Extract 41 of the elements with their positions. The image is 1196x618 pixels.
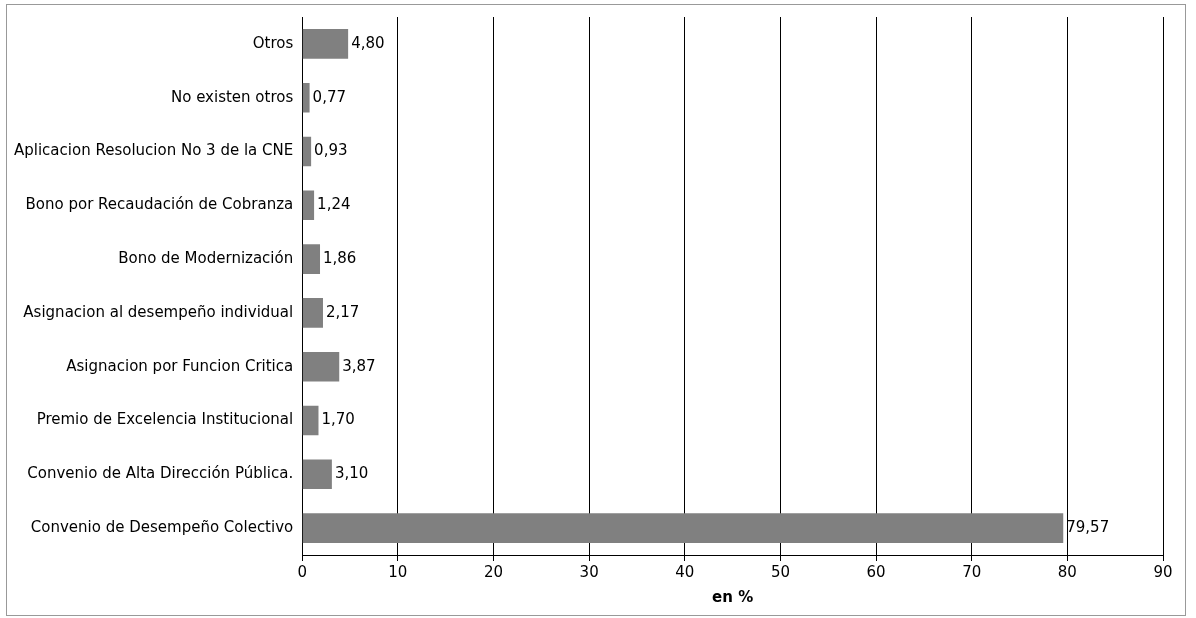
bar: [302, 82, 310, 113]
bar: [302, 351, 340, 382]
bar: [302, 190, 315, 221]
data-label: 3,87: [342, 356, 376, 375]
bar: [302, 405, 319, 436]
data-label: 0,93: [314, 141, 348, 160]
x-tick-label: 30: [579, 562, 599, 581]
y-tick-label: Otros: [252, 33, 294, 52]
data-label: 3,10: [334, 464, 369, 483]
x-tick-label: 50: [770, 562, 790, 581]
y-tick-label: No existen otros: [170, 87, 294, 106]
x-tick-label: 0: [297, 562, 307, 581]
data-label: 0,77: [312, 87, 346, 106]
y-tick-label: Asignacion por Funcion Critica: [66, 356, 294, 375]
x-tick-label: 40: [675, 562, 695, 581]
x-tick-label: 10: [388, 562, 408, 581]
x-tick-label: 70: [962, 562, 982, 581]
bar: [302, 459, 332, 490]
bar: [302, 513, 1064, 543]
data-label: 1,70: [321, 410, 355, 429]
data-label: 79,57: [1066, 517, 1110, 536]
x-tick-label: 60: [866, 562, 886, 581]
y-tick-label: Bono por Recaudación de Cobranza: [25, 195, 294, 214]
y-tick-label: Bono de Modernización: [118, 248, 294, 267]
x-tick-label: 80: [1057, 562, 1077, 581]
y-tick-label: Convenio de Desempeño Colectivo: [30, 517, 294, 536]
y-tick-label: Premio de Excelencia Institucional: [36, 410, 294, 429]
y-tick-label: Convenio de Alta Dirección Pública.: [27, 464, 294, 483]
x-tick-label: 20: [483, 562, 504, 581]
bar: [302, 136, 312, 167]
bar: [302, 244, 321, 274]
bar: [302, 298, 323, 328]
data-label: 1,24: [317, 195, 351, 214]
x-tick-label: 90: [1153, 562, 1173, 581]
y-tick-label: Asignacion al desempeño individual: [23, 302, 294, 321]
data-label: 4,80: [351, 33, 385, 52]
data-label: 1,86: [323, 248, 357, 267]
data-label: 2,17: [325, 302, 360, 321]
y-tick-label: Aplicacion Resolucion No 3 de la CNE: [13, 141, 294, 160]
x-axis-title: en %: [712, 587, 754, 606]
bar: [302, 29, 349, 59]
